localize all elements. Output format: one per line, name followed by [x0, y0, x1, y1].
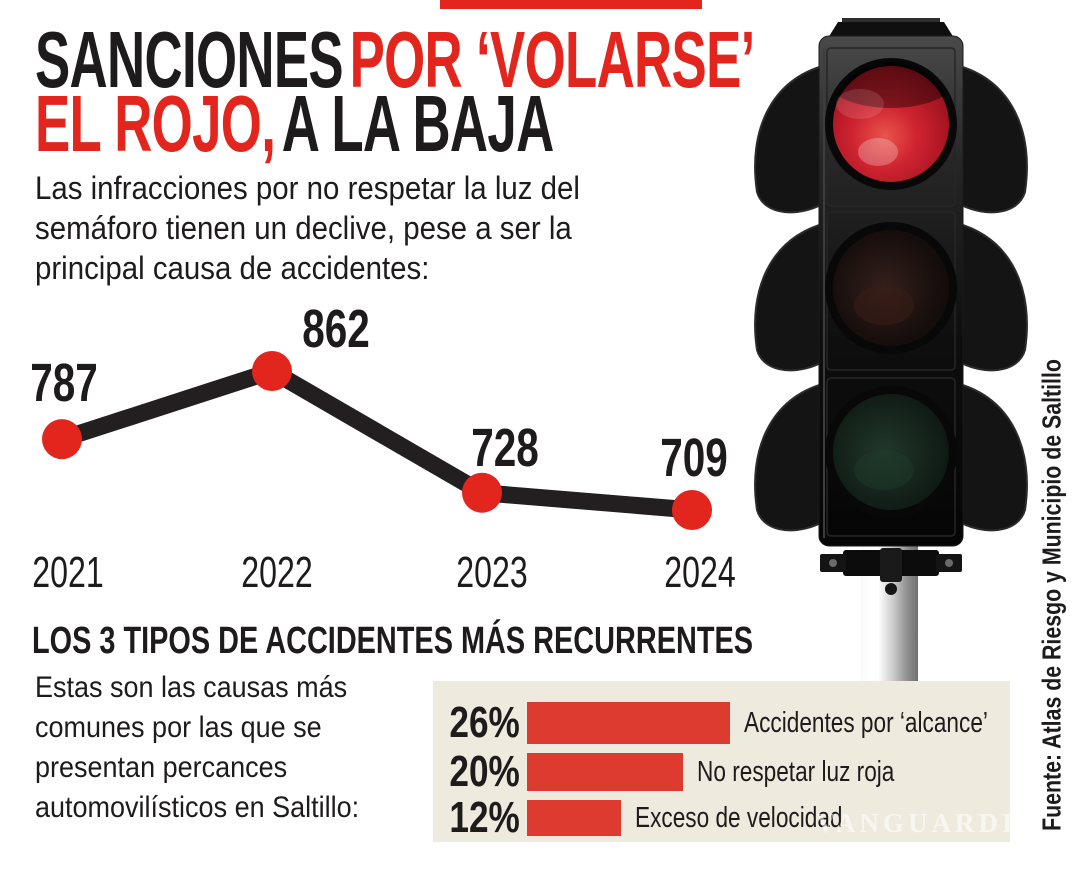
section2-line: presentan percances: [35, 751, 288, 784]
section2-line: Estas son las causas más: [35, 671, 348, 704]
data-point-2021: [42, 419, 82, 460]
bar-chart-panel: 26% Accidentes por ‘alcance’ 20% No resp…: [433, 681, 1010, 842]
value-label-2022: 862: [302, 299, 370, 359]
year-label-2023: 2023: [456, 548, 528, 597]
headline-line-2: EL ROJO,A LA BAJA: [35, 84, 755, 164]
intro-paragraph: Las infracciones por no respetar la luz …: [35, 168, 580, 288]
traffic-light-illustration: [754, 18, 1028, 681]
data-point-2022: [252, 351, 292, 391]
green-light-off: [825, 386, 957, 518]
year-label-2021: 2021: [32, 548, 104, 597]
red-light-on: [825, 58, 957, 190]
year-label-2024: 2024: [664, 548, 736, 597]
value-label-2021: 787: [30, 353, 98, 413]
bar-exceso-velocidad: [527, 800, 621, 836]
data-point-2023: [462, 472, 502, 513]
bar-accidentes-alcance: [527, 702, 730, 744]
bar-row-velocidad: 12% Exceso de velocidad: [433, 796, 1010, 840]
bar-category-label: Exceso de velocidad: [635, 801, 843, 834]
headline-seg-black-1: SANCIONES: [35, 15, 344, 104]
watermark-vanguardia: VANGUARDIA: [816, 808, 1041, 838]
section2-paragraph: Estas son las causas más comunes por las…: [35, 668, 359, 828]
traffic-light-bracket: [820, 548, 962, 595]
intro-line: principal causa de accidentes:: [35, 250, 430, 286]
value-label-2024: 709: [660, 428, 728, 488]
bar-row-luz-roja: 20% No respetar luz roja: [433, 747, 1010, 796]
bar-row-alcance: 26% Accidentes por ‘alcance’: [433, 698, 1010, 747]
bar-value-label: 12%: [449, 793, 520, 842]
headline-seg-red-2: EL ROJO,: [35, 79, 276, 168]
middle-light-off: [825, 222, 957, 354]
traffic-light-lid: [842, 18, 940, 24]
section2-heading: LOS 3 TIPOS DE ACCIDENTES MÁS RECURRENTE…: [32, 620, 754, 662]
bar-value-label: 26%: [449, 698, 520, 747]
headline-line-1: SANCIONESPOR ‘VOLARSE’: [35, 20, 755, 100]
section2-line: comunes por las que se: [35, 711, 322, 744]
intro-line: semáforo tienen un declive, pese a ser l…: [35, 210, 572, 246]
section2-line: automovilísticos en Saltillo:: [35, 791, 360, 824]
bar-no-respetar-luz-roja: [527, 753, 683, 791]
headline: SANCIONESPOR ‘VOLARSE’ EL ROJO,A LA BAJA: [35, 20, 755, 164]
source-credit: Fuente: Atlas de Riesgo y Municipio de S…: [1036, 359, 1067, 831]
headline-seg-black-2: A LA BAJA: [281, 79, 554, 168]
traffic-light-cap: [828, 22, 954, 38]
traffic-light-visors: [754, 63, 1028, 532]
bar-value-label: 20%: [449, 747, 520, 796]
trend-line-chart-graphic: [42, 351, 712, 530]
trend-line: [53, 362, 701, 519]
top-edge-red-fragment: [440, 0, 702, 9]
bar-category-label: No respetar luz roja: [697, 755, 895, 788]
year-label-2022: 2022: [241, 548, 313, 597]
intro-line: Las infracciones por no respetar la luz …: [35, 170, 580, 206]
value-label-2023: 728: [471, 418, 539, 478]
data-point-2024: [672, 490, 712, 530]
headline-seg-red-1: POR ‘VOLARSE’: [349, 15, 756, 104]
bar-category-label: Accidentes por ‘alcance’: [744, 706, 988, 739]
